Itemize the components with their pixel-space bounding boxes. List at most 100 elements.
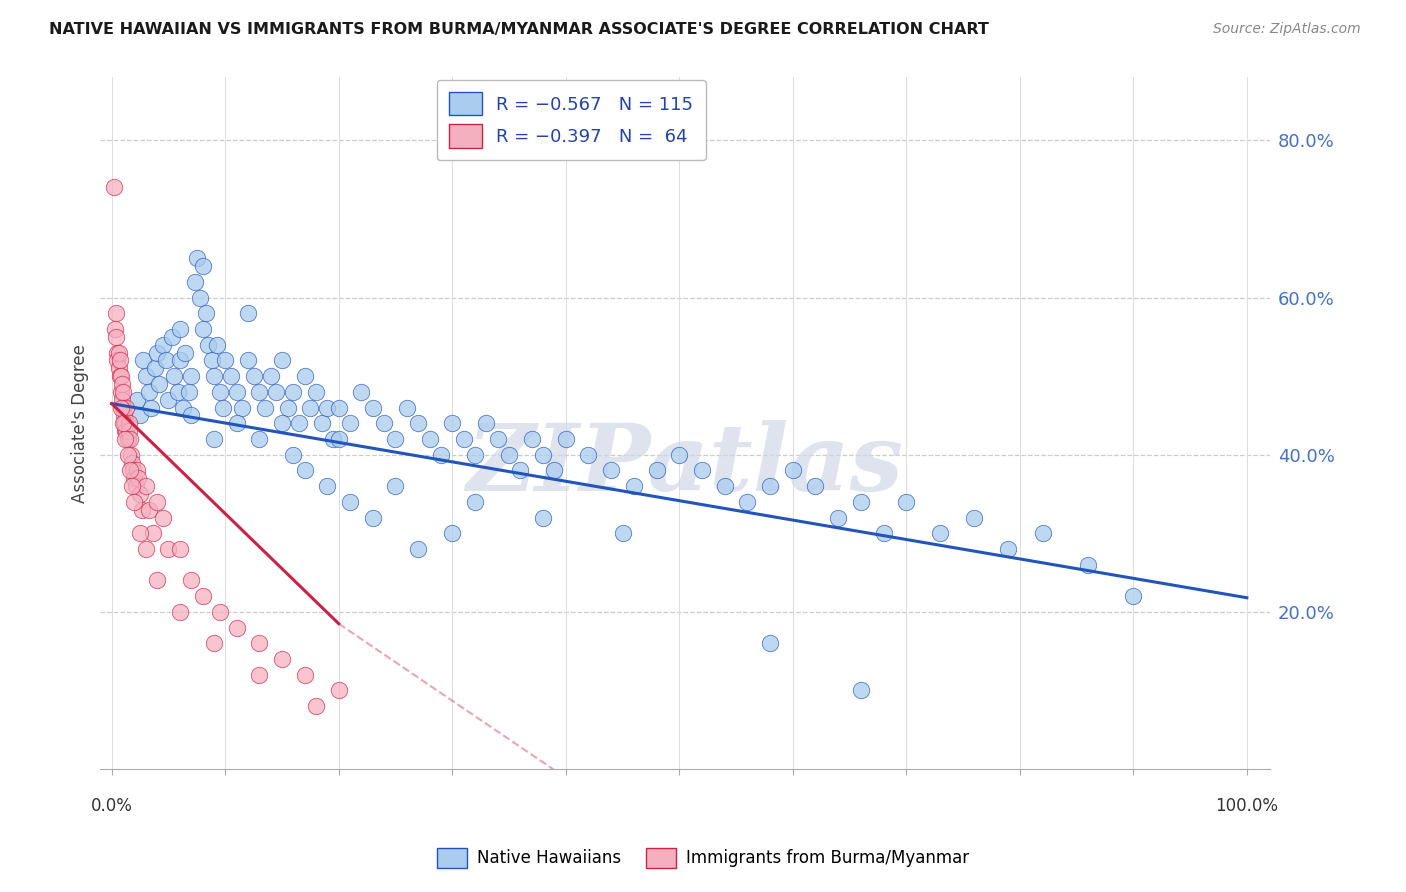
- Point: [121, 456, 143, 470]
- Point: [108, 353, 131, 368]
- Point: [120, 448, 142, 462]
- Point: [118, 432, 141, 446]
- Legend: R = −0.567   N = 115, R = −0.397   N =  64: R = −0.567 N = 115, R = −0.397 N = 64: [437, 79, 706, 161]
- Point: [849, 683, 872, 698]
- Point: [214, 353, 236, 368]
- Point: [172, 401, 194, 415]
- Point: [311, 417, 333, 431]
- Point: [316, 479, 339, 493]
- Point: [623, 479, 645, 493]
- Point: [197, 337, 219, 351]
- Point: [441, 417, 464, 431]
- Point: [288, 417, 311, 431]
- Point: [759, 636, 782, 650]
- Point: [124, 471, 146, 485]
- Point: [578, 448, 600, 462]
- Point: [997, 541, 1019, 556]
- Point: [152, 337, 174, 351]
- Point: [127, 471, 149, 485]
- Point: [155, 353, 177, 368]
- Point: [1031, 526, 1053, 541]
- Point: [148, 376, 170, 391]
- Text: NATIVE HAWAIIAN VS IMMIGRANTS FROM BURMA/MYANMAR ASSOCIATE'S DEGREE CORRELATION : NATIVE HAWAIIAN VS IMMIGRANTS FROM BURMA…: [49, 22, 988, 37]
- Point: [115, 401, 138, 415]
- Point: [236, 353, 259, 368]
- Point: [212, 401, 235, 415]
- Point: [219, 369, 242, 384]
- Point: [266, 384, 288, 399]
- Point: [118, 417, 141, 431]
- Point: [138, 384, 160, 399]
- Point: [191, 589, 214, 603]
- Point: [177, 384, 200, 399]
- Text: ZIPatlas: ZIPatlas: [467, 420, 904, 509]
- Point: [129, 409, 152, 423]
- Point: [849, 495, 872, 509]
- Point: [115, 424, 138, 438]
- Point: [131, 502, 153, 516]
- Point: [872, 526, 894, 541]
- Point: [600, 463, 623, 477]
- Point: [271, 652, 294, 666]
- Text: 0.0%: 0.0%: [91, 797, 132, 814]
- Point: [509, 463, 531, 477]
- Point: [384, 432, 406, 446]
- Point: [554, 432, 576, 446]
- Point: [129, 487, 152, 501]
- Point: [125, 463, 148, 477]
- Point: [107, 361, 129, 376]
- Point: [117, 448, 139, 462]
- Point: [668, 448, 690, 462]
- Point: [141, 401, 163, 415]
- Point: [169, 605, 191, 619]
- Point: [180, 574, 202, 588]
- Point: [294, 463, 316, 477]
- Point: [202, 636, 225, 650]
- Point: [1122, 589, 1144, 603]
- Point: [135, 369, 157, 384]
- Point: [112, 401, 135, 415]
- Point: [122, 463, 145, 477]
- Point: [114, 424, 136, 438]
- Point: [929, 526, 952, 541]
- Point: [174, 345, 197, 359]
- Point: [104, 322, 127, 336]
- Point: [531, 510, 554, 524]
- Point: [690, 463, 713, 477]
- Point: [236, 306, 259, 320]
- Point: [183, 275, 205, 289]
- Point: [110, 384, 132, 399]
- Point: [112, 417, 135, 431]
- Point: [322, 432, 344, 446]
- Point: [464, 448, 486, 462]
- Point: [277, 401, 299, 415]
- Point: [782, 463, 804, 477]
- Point: [124, 479, 146, 493]
- Point: [107, 345, 129, 359]
- Point: [520, 432, 543, 446]
- Point: [350, 384, 373, 399]
- Point: [406, 417, 429, 431]
- Point: [118, 463, 141, 477]
- Point: [737, 495, 759, 509]
- Point: [169, 541, 191, 556]
- Point: [111, 376, 134, 391]
- Point: [103, 180, 125, 194]
- Point: [208, 605, 231, 619]
- Point: [180, 369, 202, 384]
- Point: [152, 510, 174, 524]
- Point: [105, 353, 128, 368]
- Point: [316, 401, 339, 415]
- Point: [225, 417, 247, 431]
- Point: [384, 479, 406, 493]
- Point: [305, 699, 328, 714]
- Point: [121, 479, 143, 493]
- Point: [543, 463, 565, 477]
- Point: [105, 345, 128, 359]
- Point: [645, 463, 668, 477]
- Point: [247, 667, 270, 681]
- Point: [117, 432, 139, 446]
- Point: [328, 432, 350, 446]
- Point: [486, 432, 509, 446]
- Point: [132, 353, 155, 368]
